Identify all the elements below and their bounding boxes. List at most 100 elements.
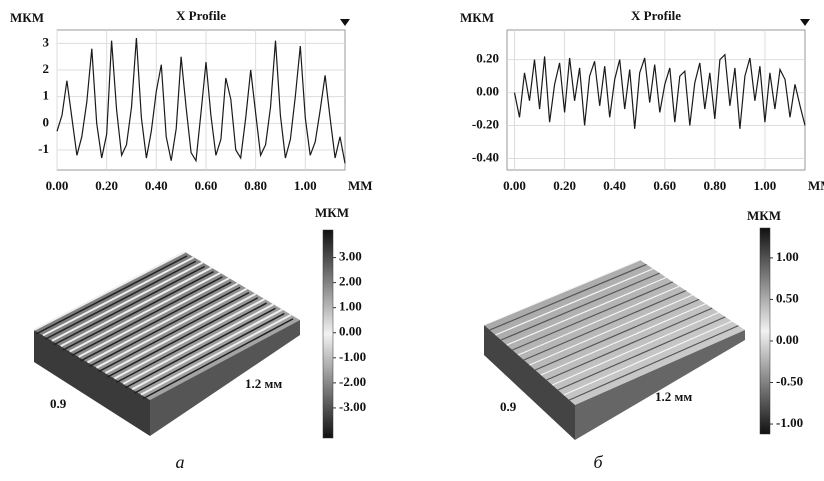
- x-tick-label: 0.80: [703, 178, 726, 193]
- y-tick-label: 0.00: [476, 84, 499, 99]
- y-tick-label: 1: [43, 88, 50, 103]
- surface-front: [484, 325, 575, 440]
- plot-area: [506, 29, 806, 171]
- ridge: [506, 276, 667, 346]
- ridge: [140, 313, 292, 396]
- x-tick-label: 0.00: [503, 178, 526, 193]
- colorbar-tick-label: -0.50: [776, 373, 803, 388]
- ridge: [35, 255, 188, 335]
- ridge: [133, 312, 285, 394]
- ridge: [115, 302, 267, 384]
- ridge: [529, 294, 693, 366]
- length-label: 1.2 мм: [245, 376, 282, 391]
- surface-ridges: [33, 251, 739, 401]
- ridge: [563, 320, 733, 396]
- x-tick-label: 0.60: [195, 178, 218, 193]
- ridge: [500, 272, 660, 341]
- ridge: [80, 281, 232, 362]
- y-tick-label: 3: [43, 34, 50, 49]
- length-label: 1.2 мм: [655, 389, 692, 404]
- x-unit: ММ: [348, 178, 373, 193]
- ridge: [113, 298, 266, 380]
- ridge: [87, 282, 239, 364]
- surface-side: [575, 330, 745, 440]
- colorbar-tick-label: -1.00: [776, 415, 803, 430]
- x-tick-label: 0.80: [244, 178, 267, 193]
- colorbar-tick-label: 1.00: [339, 299, 362, 314]
- x-unit: ММ: [808, 178, 824, 193]
- ridge: [540, 303, 706, 376]
- x-tick-label: 0.40: [603, 178, 626, 193]
- y-tick-label: -0.40: [472, 149, 499, 164]
- surface-side: [150, 320, 300, 436]
- y-unit: МКМ: [460, 10, 494, 25]
- menu-marker: [340, 19, 350, 26]
- ridge: [512, 281, 674, 351]
- profile-line: [56, 37, 346, 164]
- colorbar-tick-label: -2.00: [339, 374, 366, 389]
- ridge: [98, 291, 250, 373]
- ridge: [33, 251, 186, 331]
- chart-title: X Profile: [631, 8, 681, 23]
- y-tick-label: 0: [43, 114, 50, 129]
- ridge: [124, 307, 276, 389]
- ridge: [122, 303, 274, 385]
- ridge: [495, 268, 654, 336]
- ridge: [51, 261, 204, 342]
- x-tick-label: 1.00: [294, 178, 317, 193]
- x-tick-label: 0.20: [95, 178, 118, 193]
- colorbar: [322, 229, 334, 439]
- plot-area: [56, 29, 346, 171]
- ridge: [142, 318, 294, 400]
- ridge: [69, 272, 221, 353]
- colorbar-tick-label: 0.50: [776, 290, 799, 305]
- colorbar-tick-label: 0.00: [339, 324, 362, 339]
- ridge: [546, 307, 713, 381]
- y-tick-label: -1: [38, 141, 49, 156]
- y-tick-label: 2: [43, 61, 50, 76]
- ridge: [131, 308, 283, 391]
- ridge: [489, 263, 647, 331]
- ridge: [517, 285, 680, 356]
- colorbar-tick-label: 0.00: [776, 332, 799, 347]
- ridge: [78, 277, 230, 358]
- chart-title: X Profile: [176, 8, 226, 23]
- surface-front: [34, 330, 150, 436]
- menu-marker: [800, 19, 810, 26]
- ridge: [552, 311, 719, 386]
- depth-label: 0.9: [500, 399, 517, 414]
- ridge: [53, 265, 206, 346]
- colorbar-title: МКМ: [315, 205, 349, 220]
- surface-top: [484, 260, 745, 405]
- depth-label: 0.9: [50, 396, 67, 411]
- ridge: [71, 276, 223, 357]
- ridge: [42, 256, 195, 337]
- ridge: [534, 298, 700, 371]
- ridge: [44, 260, 197, 341]
- y-unit: МКМ: [10, 10, 44, 25]
- ridge: [557, 316, 726, 391]
- x-tick-label: 0.00: [46, 178, 69, 193]
- ridge: [62, 271, 214, 351]
- x-tick-label: 0.60: [653, 178, 676, 193]
- ridge: [60, 266, 213, 348]
- ridge: [89, 286, 241, 367]
- y-tick-label: -0.20: [472, 117, 499, 132]
- colorbar-tick-label: -1.00: [339, 349, 366, 364]
- ridge: [523, 290, 687, 361]
- colorbar-tick-label: 3.00: [339, 249, 362, 264]
- ridge: [107, 297, 259, 378]
- colorbar: [759, 227, 771, 435]
- caption: а: [176, 452, 185, 472]
- y-tick-label: 0.20: [476, 51, 499, 66]
- colorbar-title: МКМ: [747, 208, 781, 223]
- ridge: [95, 287, 248, 369]
- colorbar-tick-label: 1.00: [776, 249, 799, 264]
- caption: б: [593, 452, 603, 472]
- x-tick-label: 0.40: [145, 178, 168, 193]
- ridge: [104, 292, 257, 374]
- ridge: [483, 259, 641, 326]
- colorbar-tick-label: 2.00: [339, 274, 362, 289]
- profile-line: [513, 53, 806, 129]
